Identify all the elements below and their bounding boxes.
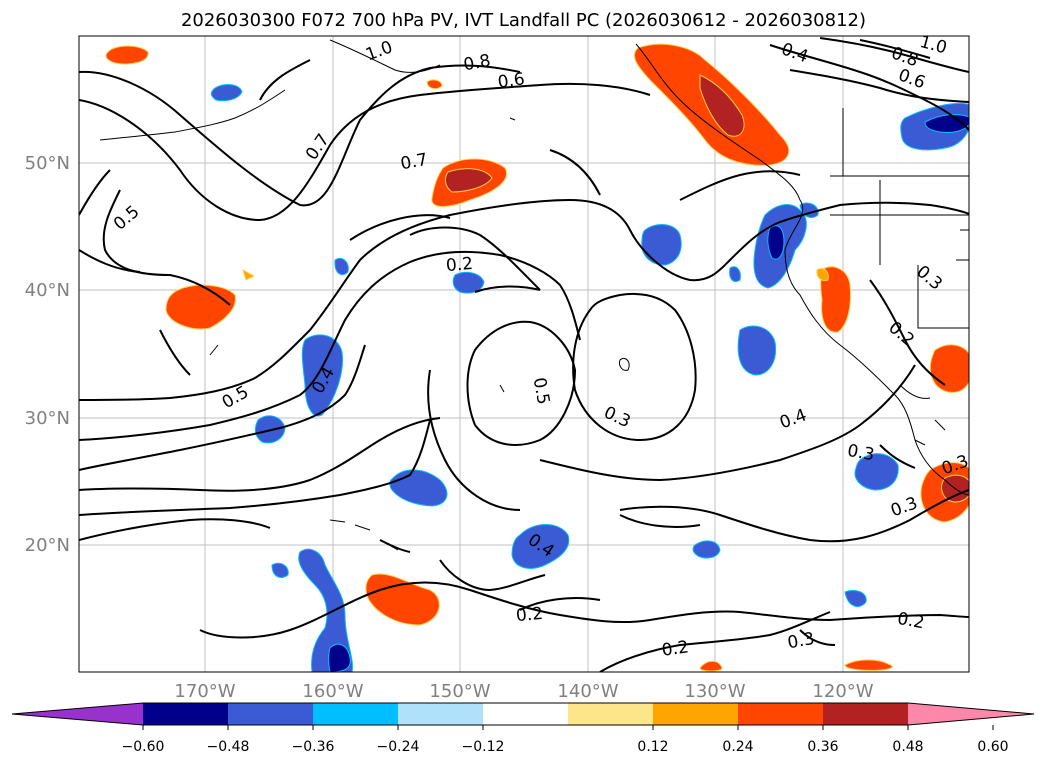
colorbar-tick-label: 0.48 — [892, 739, 923, 755]
contour-label: 0.2 — [515, 604, 544, 626]
anomaly-blob-neg — [389, 469, 448, 507]
anomaly-blob-neg — [767, 225, 785, 260]
colorbar-segment — [143, 703, 228, 725]
colorbar-tick-label: −0.36 — [292, 739, 335, 755]
contour-label: 0.3 — [786, 629, 816, 653]
colorbar-segment — [483, 703, 568, 725]
colorbar-tick-label: 0.12 — [637, 739, 668, 755]
latitude-labels: 50°N 40°N 30°N 20°N — [25, 153, 70, 556]
anomaly-blob-pos — [816, 267, 829, 281]
anomaly-blob-pos — [444, 168, 493, 193]
map-title: 2026030300 F072 700 hPa PV, IVT Landfall… — [180, 10, 867, 31]
anomaly-blob-neg — [511, 524, 570, 569]
anomaly-blob-neg — [641, 224, 682, 266]
lat-label: 30°N — [25, 408, 70, 429]
anomaly-blob-neg — [271, 562, 289, 578]
contour-label: 0.3 — [846, 441, 876, 465]
contour-label: 0.2 — [896, 609, 926, 633]
colorbar-tick-label: 0.24 — [722, 739, 753, 755]
lon-label: 140°W — [557, 681, 618, 702]
lon-label: 130°W — [684, 681, 745, 702]
contour-label: 0.7 — [399, 150, 429, 174]
colorbar-segment — [568, 703, 653, 725]
colorbar-extend-low — [12, 703, 143, 725]
colorbar-segment — [823, 703, 908, 725]
anomaly-blob-pos — [699, 74, 745, 137]
anomaly-blob-pos — [426, 79, 443, 90]
anomaly-blob-pos — [820, 266, 851, 333]
colorbar-segment — [653, 703, 738, 725]
colorbar: −0.60 −0.48 −0.36 −0.24 −0.12 0.12 0.24 0.36 0.4… — [11, 702, 1035, 755]
colorbar-segment — [313, 703, 398, 725]
colorbar-tick-label: −0.48 — [207, 739, 250, 755]
contour-label: 0.6 — [497, 69, 527, 93]
anomaly-blob-neg — [729, 266, 741, 282]
colorbar-tick-label: −0.60 — [122, 739, 165, 755]
colorbar-extend-high — [908, 703, 1034, 725]
anomaly-blob-neg — [854, 453, 899, 491]
anomaly-blob-neg — [334, 257, 349, 276]
colorbar-tick-label: −0.24 — [377, 739, 420, 755]
colorbar-segment — [228, 703, 313, 725]
lon-label: 150°W — [429, 681, 490, 702]
anomaly-blob-neg — [328, 643, 351, 672]
colorbar-tick-label: 0.36 — [807, 739, 838, 755]
contour-label: 0.2 — [445, 254, 474, 276]
lat-label: 50°N — [25, 153, 70, 174]
map-frame — [78, 35, 970, 673]
anomaly-blob-neg — [844, 589, 867, 608]
colorbar-segment — [398, 703, 483, 725]
anomaly-blob-pos — [105, 45, 149, 65]
lat-label: 40°N — [25, 280, 70, 301]
coastlines — [99, 39, 969, 551]
anomaly-blob-pos — [699, 660, 723, 672]
map-background — [79, 36, 969, 672]
contour-label: 0.8 — [462, 51, 492, 75]
pv-contours — [79, 37, 969, 672]
anomaly-blob-neg — [210, 84, 243, 102]
lon-label: 170°W — [174, 681, 235, 702]
lat-label: 20°N — [25, 535, 70, 556]
colorbar-segment — [738, 703, 823, 725]
anomaly-blob-neg — [737, 325, 777, 376]
colorbar-tick-label: 0.60 — [977, 739, 1008, 755]
anomaly-blob-neg — [692, 540, 721, 559]
contour-label: 0.5 — [529, 376, 553, 406]
anomaly-blob-neg — [298, 548, 354, 672]
anomaly-blob-pos — [844, 659, 893, 671]
contour-label: 0.2 — [661, 637, 691, 661]
longitude-labels: 170°W 160°W 150°W 140°W 130°W 120°W — [174, 681, 873, 702]
lon-label: 160°W — [302, 681, 363, 702]
anomaly-blob-pos — [242, 268, 256, 281]
lon-label: 120°W — [812, 681, 873, 702]
colorbar-tick-label: −0.12 — [462, 739, 505, 755]
positive-anomaly-blobs — [105, 43, 969, 672]
anomaly-blob-pos — [930, 344, 969, 393]
